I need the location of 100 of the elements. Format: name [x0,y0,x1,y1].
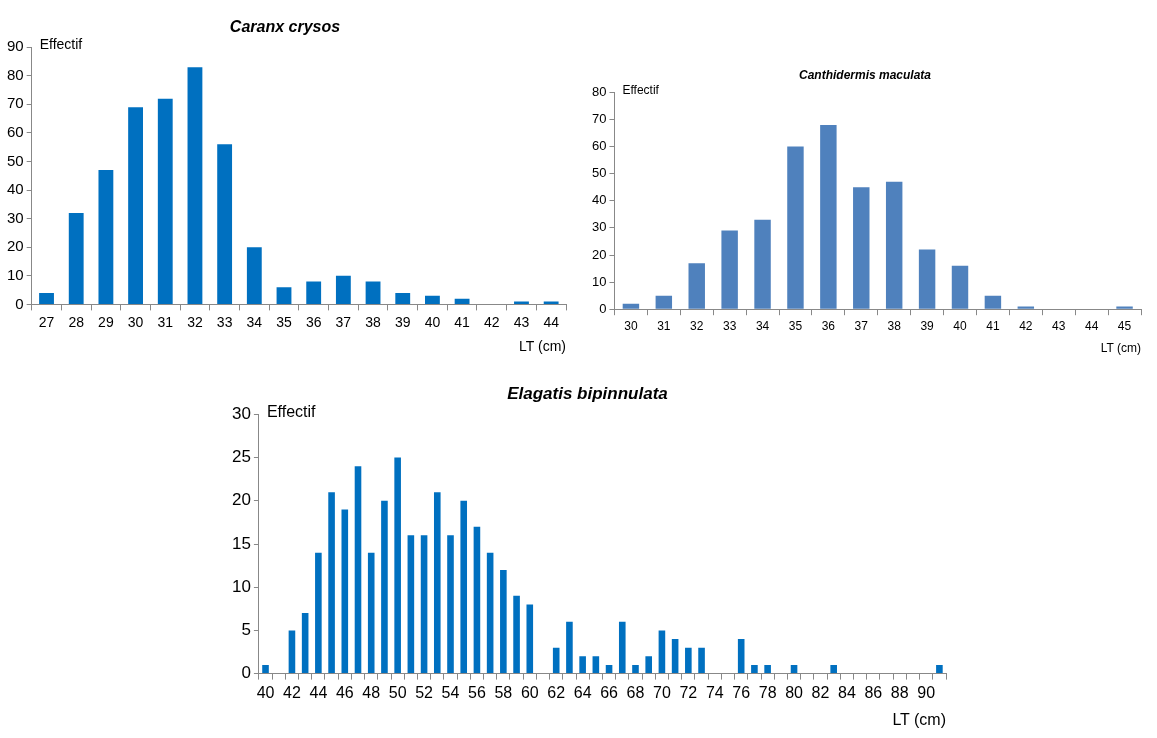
x-tick-label: 80 [785,683,804,701]
x-tick-label: 37 [854,318,869,333]
x-tick-label: 45 [1117,318,1132,333]
bar [688,263,705,309]
x-tick-label: 32 [187,313,203,330]
y-tick-label: 20 [231,490,251,510]
bar [737,639,745,674]
bar [500,569,507,674]
bar [306,281,322,304]
y-tick-label: 40 [591,192,607,208]
bar [685,647,692,674]
x-tick-label: 35 [788,318,803,333]
bar [276,287,292,304]
bar [721,230,738,309]
y-tick-label: 10 [231,576,251,596]
chart-title: Caranx crysos [229,18,341,36]
y-axis-title: Effectif [622,82,660,97]
bar [354,466,362,674]
y-tick-label: 60 [591,138,607,154]
bar [335,275,351,304]
bar [486,552,494,674]
bar [579,656,586,674]
bar [395,292,411,304]
x-axis-title: LT (cm) [1100,341,1141,356]
bar [39,292,54,304]
bar [246,247,262,304]
y-tick-label: 20 [7,237,24,255]
bar [128,107,143,304]
x-tick-label: 54 [441,683,460,701]
bar [526,604,534,674]
x-tick-label: 30 [624,318,638,333]
y-tick-label: 50 [7,151,24,169]
x-tick-label: 86 [864,683,883,701]
x-tick-label: 31 [157,313,174,330]
bar [1017,306,1035,309]
bar [918,249,936,309]
x-tick-label: 36 [305,313,322,330]
y-tick-label: 0 [599,300,607,316]
x-tick-label: 33 [216,313,233,330]
x-tick-label: 88 [890,683,909,701]
bar [632,664,639,674]
x-tick-label: 39 [920,318,935,333]
x-tick-label: 33 [722,318,737,333]
bar [830,664,837,674]
bar [951,265,969,309]
x-tick-label: 58 [494,683,513,701]
bar [328,492,335,674]
x-tick-label: 37 [335,313,352,330]
x-tick-label: 39 [394,313,411,330]
bar [394,457,401,674]
x-tick-label: 46 [335,683,354,701]
bar [592,656,600,674]
x-tick-label: 43 [1052,318,1066,333]
x-tick-label: 78 [758,683,777,701]
y-tick-label: 20 [591,246,607,262]
x-tick-label: 38 [365,313,382,330]
bar [68,212,84,304]
x-tick-label: 82 [811,683,830,701]
y-tick-label: 10 [591,273,607,289]
x-tick-label: 31 [657,318,671,333]
x-tick-label: 66 [600,683,619,701]
bar [460,500,468,674]
x-tick-label: 90 [917,683,936,701]
bar [645,656,652,674]
chart-title: Elagatis bipinnulata [507,383,668,403]
x-tick-label: 36 [821,318,836,333]
bar [381,500,388,674]
x-axis-title: LT (cm) [892,710,946,728]
y-tick-label: 50 [591,165,607,181]
x-tick-label: 44 [1084,318,1099,333]
bar [618,621,626,674]
y-tick-label: 40 [7,180,24,198]
bar [420,535,428,674]
y-tick-label: 15 [231,533,251,553]
x-tick-label: 52 [415,683,434,701]
bar [885,181,903,309]
x-tick-label: 34 [755,318,770,333]
bar [751,664,758,674]
bar [157,98,173,304]
x-tick-label: 70 [653,683,671,701]
bar [820,124,837,309]
bar [1116,306,1133,309]
x-tick-label: 68 [626,683,645,701]
y-tick-label: 30 [7,208,24,226]
bar [288,630,296,674]
bar [936,664,943,674]
bar [754,219,771,309]
x-tick-label: 43 [513,313,530,330]
y-tick-label: 25 [231,447,251,467]
x-tick-label: 74 [705,683,724,701]
x-tick-label: 76 [732,683,751,701]
y-tick-label: 30 [231,404,251,424]
bar [407,535,415,674]
x-tick-label: 28 [68,313,85,330]
x-tick-label: 40 [256,683,275,701]
bar [853,187,870,309]
bar [187,67,203,304]
x-tick-label: 56 [468,683,486,701]
y-tick-label: 30 [591,219,607,235]
bar [367,552,375,674]
